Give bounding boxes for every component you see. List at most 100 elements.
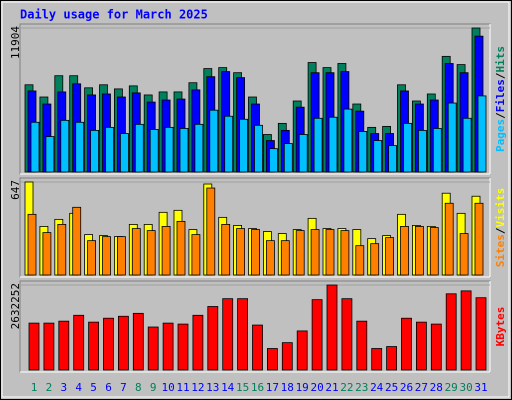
x-tick-label: 18 — [281, 381, 294, 394]
bar — [57, 224, 67, 276]
bar — [236, 228, 246, 276]
bar — [90, 129, 99, 173]
bar — [268, 148, 278, 173]
bar — [326, 284, 338, 371]
bar — [28, 322, 40, 371]
legend-entry: Hits — [494, 46, 507, 73]
bar — [474, 202, 484, 276]
bar — [370, 243, 380, 276]
bar — [117, 236, 126, 276]
bar — [296, 330, 308, 371]
bar — [444, 202, 454, 276]
bar — [254, 124, 263, 173]
bar — [341, 298, 353, 371]
bar — [179, 128, 189, 173]
x-tick-label: 20 — [310, 381, 323, 394]
x-tick-label: 1 — [31, 381, 38, 394]
bar — [371, 348, 383, 371]
legend-entry: Sites — [494, 234, 507, 267]
bar — [176, 220, 186, 276]
bar — [43, 322, 55, 371]
x-tick-label: 22 — [340, 381, 353, 394]
bar — [252, 324, 263, 371]
bar — [343, 108, 353, 173]
bar — [298, 134, 308, 173]
bar — [462, 117, 472, 173]
bar — [149, 129, 159, 173]
bar — [72, 206, 82, 276]
bar — [325, 229, 335, 276]
x-tick-label: 31 — [474, 381, 487, 394]
x-tick-label: 27 — [415, 381, 428, 394]
bar — [403, 122, 412, 173]
bar — [356, 320, 368, 371]
x-tick-label: 13 — [206, 381, 219, 394]
legend-entry: KBytes — [494, 307, 507, 347]
bar — [103, 317, 114, 371]
x-tick-label: 23 — [355, 381, 368, 394]
bar — [385, 237, 395, 276]
bar — [164, 126, 174, 173]
bar — [386, 346, 398, 371]
bar — [162, 322, 174, 371]
y-tick-label: 11904 — [9, 26, 22, 59]
x-tick-label: 12 — [191, 381, 204, 394]
bar — [447, 102, 457, 173]
legend-entry: Pages — [494, 119, 507, 152]
bar — [328, 116, 338, 173]
bar — [207, 306, 219, 371]
legend: Pages/Files/Hits — [494, 46, 507, 152]
bar — [475, 297, 487, 371]
bar — [358, 131, 368, 173]
bar — [118, 315, 129, 371]
x-tick-label: 10 — [161, 381, 174, 394]
bar — [310, 229, 320, 276]
x-tick-label: 21 — [325, 381, 338, 394]
bar — [251, 229, 260, 276]
bar — [161, 226, 171, 276]
bar — [266, 348, 278, 371]
x-tick-label: 6 — [105, 381, 112, 394]
bar — [355, 245, 365, 276]
bar — [224, 115, 234, 173]
legend-separator: / — [494, 227, 507, 234]
x-tick-label: 19 — [296, 381, 309, 394]
x-tick-label: 4 — [75, 381, 82, 394]
bar — [194, 123, 204, 173]
bar — [120, 133, 129, 173]
legend-entry: Files — [494, 79, 507, 112]
bar — [239, 118, 249, 173]
bar — [459, 233, 469, 276]
y-tick-label: 2632252 — [9, 283, 22, 329]
bar — [414, 226, 424, 276]
bar — [132, 312, 144, 371]
bar — [221, 224, 231, 276]
chart-title: Daily usage for March 2025 — [20, 8, 208, 22]
bar — [313, 117, 323, 173]
x-tick-label: 14 — [221, 381, 235, 394]
bar — [237, 298, 249, 371]
bar — [401, 317, 412, 371]
bar — [105, 126, 114, 173]
bar — [30, 121, 40, 173]
x-tick-label: 5 — [90, 381, 97, 394]
bar — [265, 240, 275, 276]
legend-entry: Visits — [494, 188, 507, 228]
bar — [311, 299, 323, 371]
bar — [75, 121, 85, 173]
x-tick-label: 16 — [251, 381, 264, 394]
y-tick-label: 647 — [9, 180, 22, 200]
bar — [340, 230, 350, 276]
bar — [102, 236, 111, 276]
bar — [42, 232, 52, 276]
x-tick-label: 30 — [459, 381, 472, 394]
x-tick-label: 11 — [176, 381, 189, 394]
bar — [27, 213, 37, 276]
bar — [60, 119, 70, 173]
x-tick-label: 3 — [60, 381, 67, 394]
bar — [146, 230, 156, 276]
bar — [206, 187, 216, 276]
bar — [131, 228, 141, 276]
bar — [45, 136, 55, 173]
